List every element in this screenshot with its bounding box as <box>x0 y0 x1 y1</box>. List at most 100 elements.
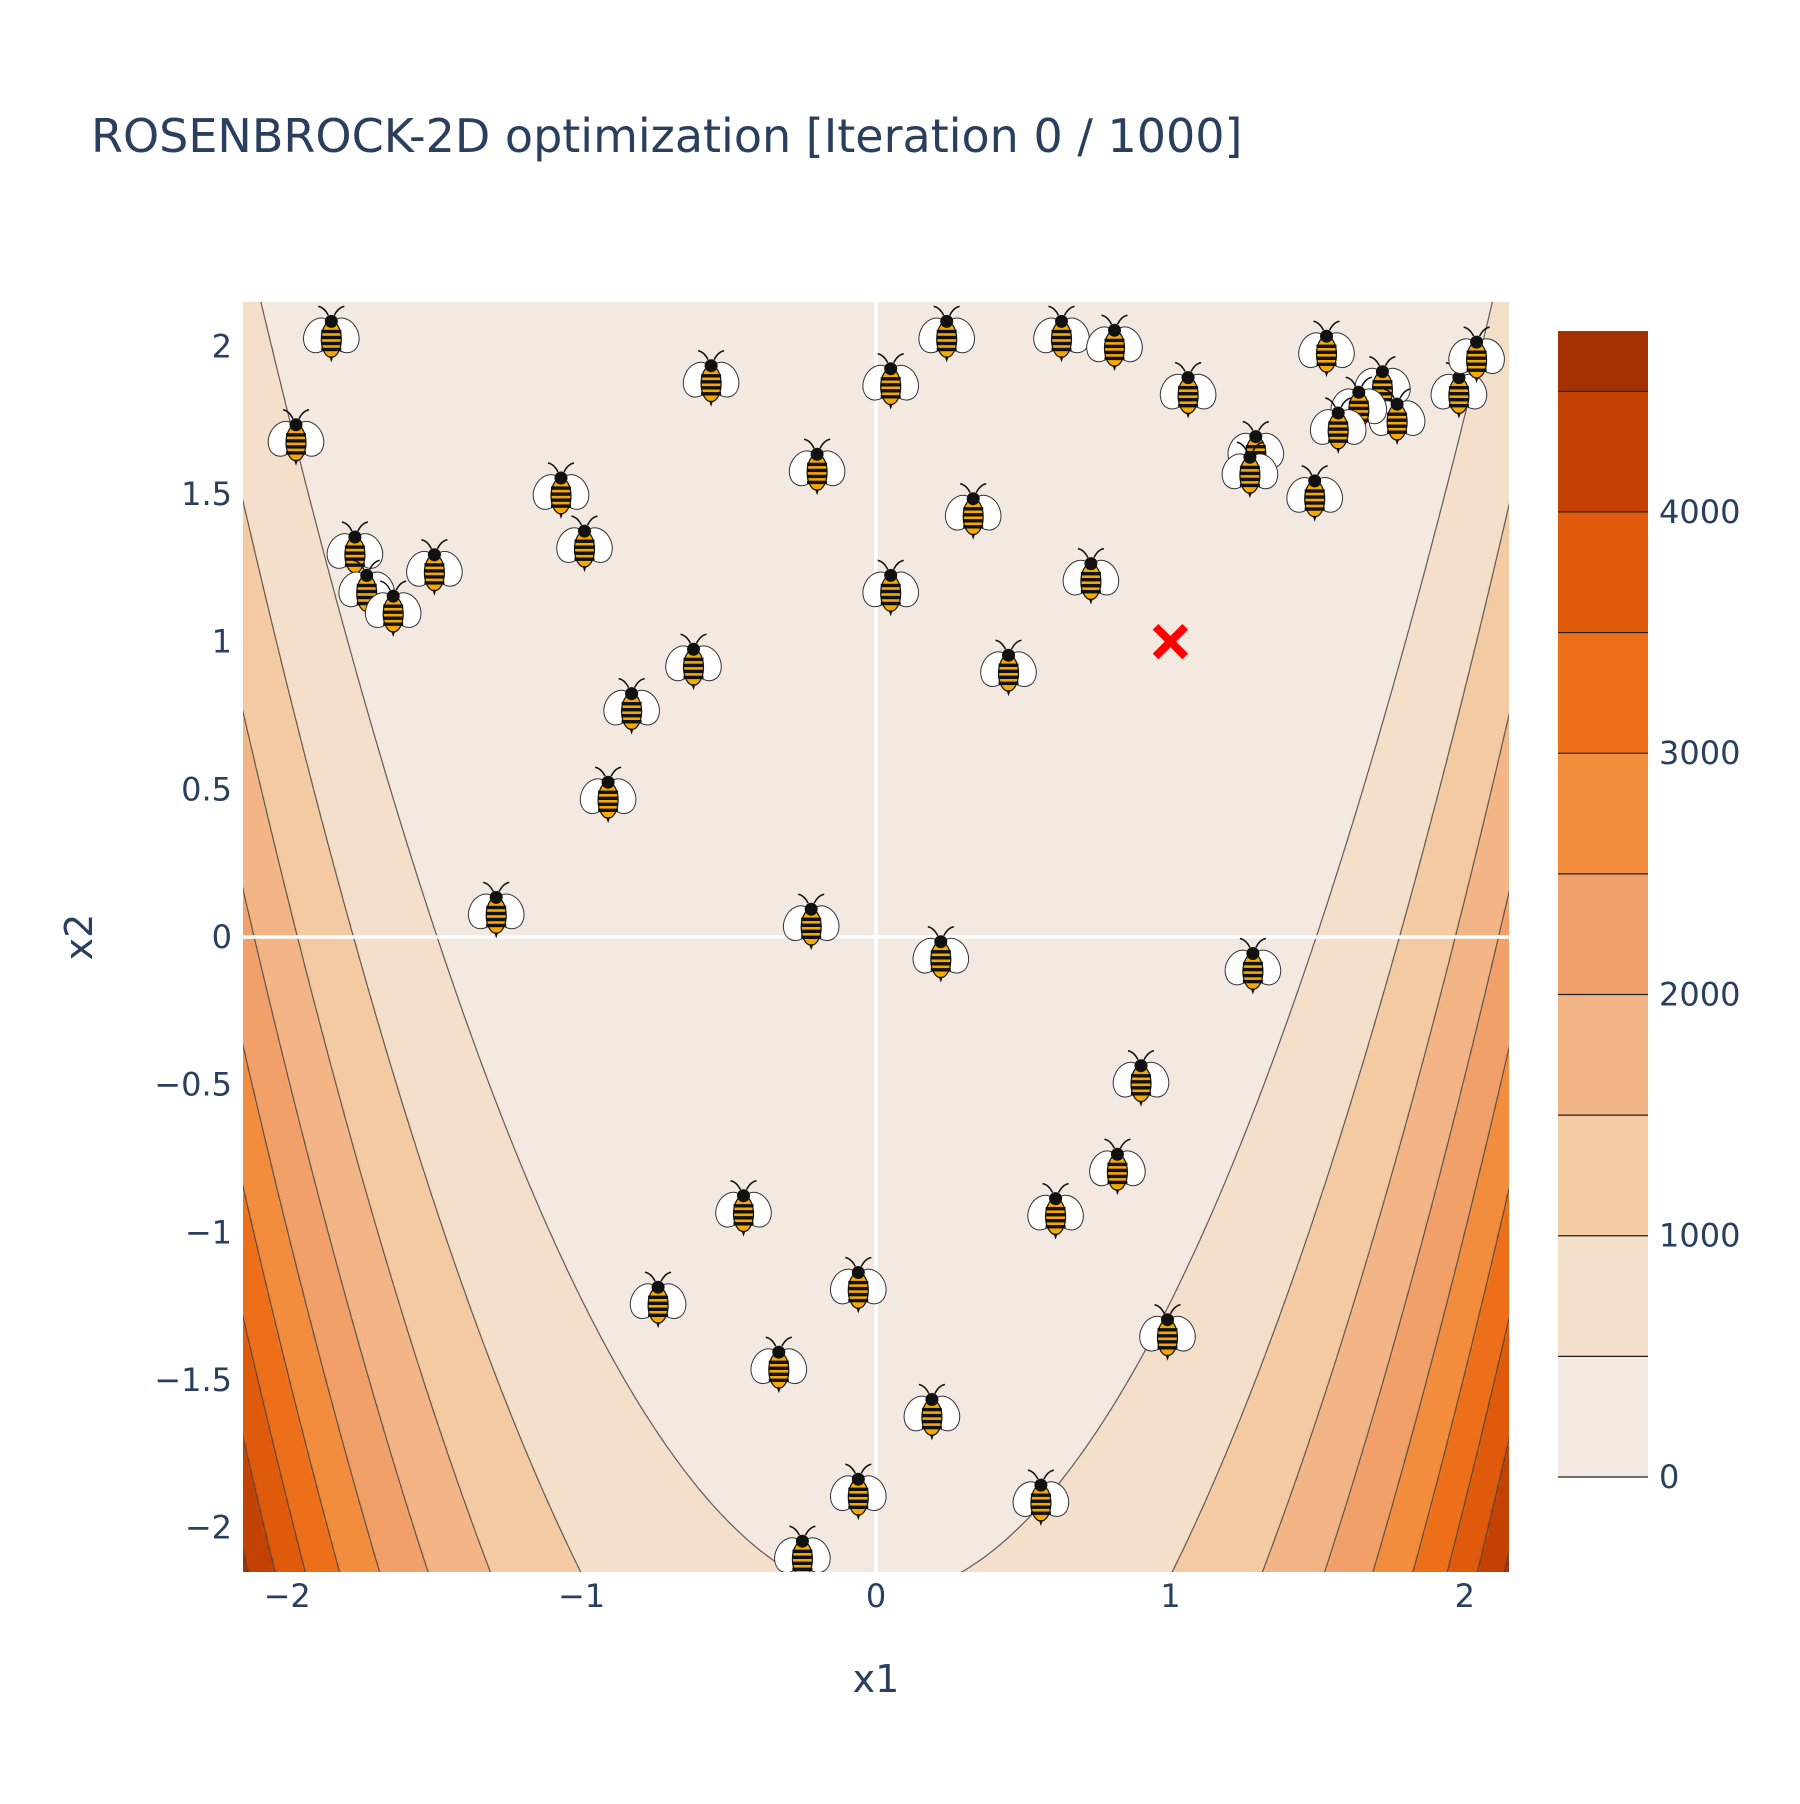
bee-stripe <box>880 389 901 393</box>
colorbar-band <box>1558 331 1648 392</box>
bee-antenna <box>877 559 889 570</box>
bee-stripe <box>574 557 595 561</box>
bee-antenna <box>1077 547 1089 558</box>
y-axis-ticks: −2 −1.5 −1 −0.5 0 0.5 1 1.5 2 <box>154 327 232 1546</box>
y-tick-label: 1 <box>212 623 232 661</box>
bee-antenna <box>1127 1049 1139 1061</box>
bee-stripe <box>848 1286 869 1291</box>
bee-antenna <box>819 438 831 449</box>
bee-stripe <box>1239 465 1260 470</box>
bee-head <box>772 1345 786 1359</box>
bee-antenna <box>421 539 433 550</box>
bee-antenna <box>1116 314 1128 325</box>
colorbar-tick-label: 3000 <box>1659 734 1740 772</box>
y-tick-label: −1.5 <box>154 1361 232 1399</box>
bee-head <box>1034 1478 1048 1492</box>
bee-stripe <box>1466 356 1487 360</box>
bee-stripe <box>936 335 957 340</box>
bee-stripe <box>1107 1174 1128 1179</box>
bee-head <box>1390 397 1404 411</box>
bee-antenna <box>483 881 494 892</box>
bee-stripe <box>486 905 507 910</box>
bee-head <box>651 1280 665 1294</box>
bee-stinger <box>929 1434 934 1441</box>
bee-stripe <box>1178 398 1199 402</box>
bee-antenna <box>1384 355 1396 367</box>
bee-antenna <box>1242 420 1254 431</box>
bee-head <box>687 642 700 656</box>
bee-antenna <box>798 893 809 904</box>
bee-stripe <box>424 563 445 567</box>
colorbar-band <box>1558 632 1648 754</box>
bee-particle <box>912 925 970 983</box>
bee-stripe <box>1372 392 1393 396</box>
bee-antenna <box>1478 326 1490 337</box>
bee-stripe <box>551 504 571 508</box>
bee-stripe <box>356 589 377 594</box>
bee-head <box>884 568 898 582</box>
bee-stripe <box>1372 386 1393 390</box>
bee-particle <box>1286 465 1343 522</box>
bee-particle <box>1368 388 1426 446</box>
bee-stripe <box>1466 362 1487 366</box>
bee-stinger <box>1250 988 1255 995</box>
bee-stripe <box>621 720 642 724</box>
bee-stripe <box>848 1298 869 1303</box>
bee-stripe <box>1466 350 1487 354</box>
bee-antenna <box>1340 397 1352 408</box>
bee-antenna <box>1317 465 1328 476</box>
bee-stripe <box>1387 430 1408 434</box>
bee-antenna <box>341 521 353 532</box>
contour-line <box>243 1314 306 1572</box>
bee-head <box>1181 371 1195 385</box>
bee-stripe <box>648 1313 669 1317</box>
x-tick-label: −2 <box>264 1577 311 1615</box>
bee-particle <box>830 1256 887 1314</box>
bee-particle <box>603 677 660 735</box>
bee-stripe <box>801 923 822 927</box>
bee-antenna <box>498 881 510 892</box>
bee-stripe <box>551 486 571 490</box>
bee-particle <box>1221 441 1279 499</box>
bee-stripe <box>383 604 404 608</box>
bee-particle <box>1112 1049 1170 1107</box>
optimum-x-marker <box>1152 623 1189 660</box>
bee-head <box>1134 1059 1148 1073</box>
bee-stripe <box>286 433 306 437</box>
bee-antenna <box>1190 361 1202 372</box>
bee-antenna <box>563 462 575 473</box>
contour-line <box>260 302 793 1572</box>
bee-antenna <box>1104 1138 1116 1149</box>
bee-particle <box>944 482 1002 540</box>
bee-stinger <box>709 400 714 407</box>
colorbar-band <box>1558 994 1648 1116</box>
bee-stripe <box>1239 483 1260 488</box>
bee-stinger <box>815 489 820 496</box>
bee-stripe <box>648 1307 669 1311</box>
bee-stripe <box>921 1407 942 1412</box>
bee-antenna <box>975 482 987 494</box>
bee-antenna <box>633 677 645 688</box>
bee-stripe <box>733 1204 754 1208</box>
bee-stinger <box>1059 356 1064 363</box>
bee-stripe <box>344 563 365 567</box>
bee-stripe <box>1387 412 1408 416</box>
bee-stripe <box>424 569 445 573</box>
bee-stripe <box>1348 406 1369 411</box>
bee-stripe <box>930 962 951 966</box>
bee-stripe <box>936 347 957 352</box>
bee-stripe <box>733 1222 754 1226</box>
bee-stripe <box>1051 329 1072 334</box>
bee-head <box>1331 406 1345 420</box>
bee-stinger <box>1474 377 1479 384</box>
bee-stinger <box>856 1514 861 1521</box>
x-tick-label: 0 <box>866 1577 886 1615</box>
bee-stripe <box>1045 1219 1066 1223</box>
bee-antenna <box>1383 388 1395 399</box>
bee-particle <box>579 766 637 824</box>
bee-particle <box>467 881 525 939</box>
bee-stinger <box>944 356 949 363</box>
bee-stripe <box>1178 392 1199 396</box>
bee-antenna <box>1369 355 1381 367</box>
